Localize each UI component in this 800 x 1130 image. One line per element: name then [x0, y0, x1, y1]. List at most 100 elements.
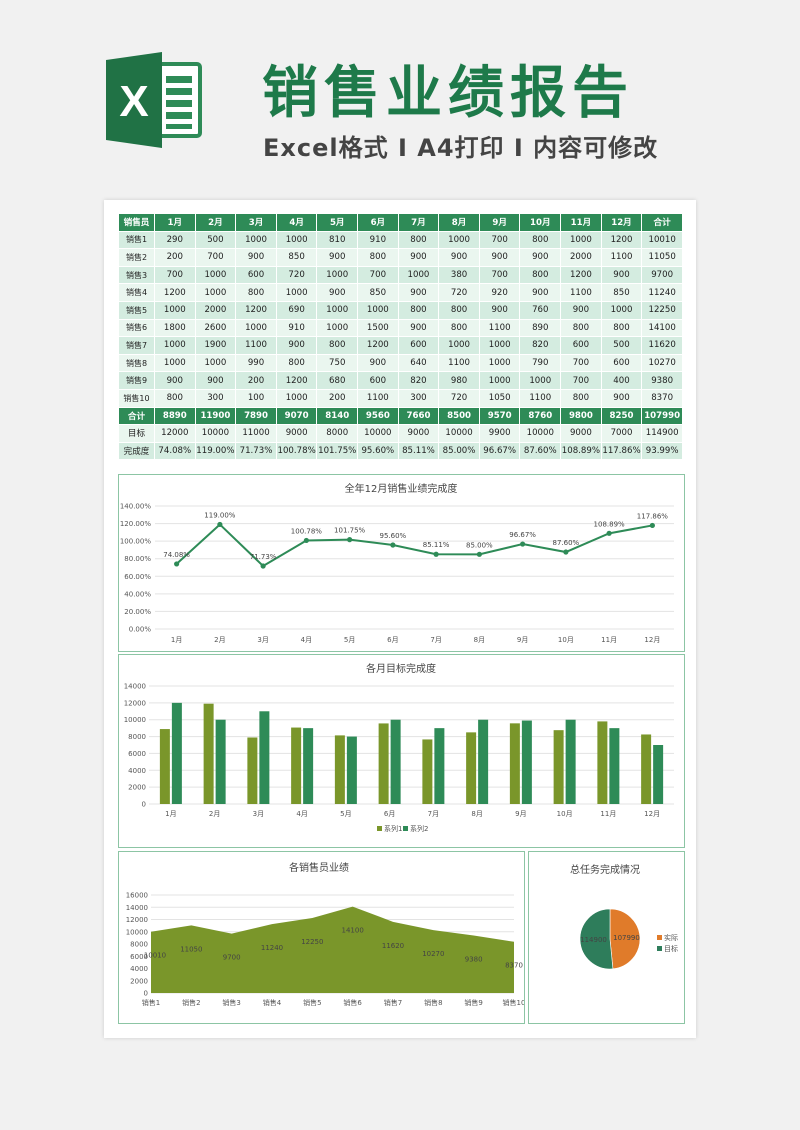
table-cell: 71.73%: [235, 441, 277, 461]
bar: [478, 719, 489, 804]
table-cell: 910: [357, 230, 399, 250]
table-cell: 500: [600, 336, 643, 355]
target-row-label: 目标: [118, 424, 155, 443]
x-tick-label: 2月: [209, 810, 220, 818]
x-tick-label: 7月: [430, 636, 441, 644]
table-cell: 1000: [357, 300, 399, 320]
page-title: 销售业绩报告: [262, 61, 634, 126]
table-cell: 74.08%: [154, 441, 196, 461]
table-cell: 9000: [560, 424, 602, 443]
page-subtitle: Excel格式 I A4打印 I 内容可修改: [263, 134, 659, 162]
column-header: 7月: [397, 213, 440, 232]
salesperson-name: 销售5: [118, 300, 155, 320]
area-chart-panel: 各销售员业绩 0 2000 4000 6000 8000 10000 12000 14000 1…: [118, 851, 525, 1024]
pie-slice: [579, 908, 614, 970]
table-row: 销售1 290 500 1000 1000 810 910 800 1000 700 800 1000…: [118, 230, 683, 250]
y-tick-label: 6000: [130, 953, 148, 961]
table-cell: 600: [357, 371, 399, 390]
table-cell: 85.11%: [397, 441, 440, 461]
table-cell: 10000: [357, 424, 399, 443]
slice-label: 107990: [613, 934, 640, 942]
table-cell: 700: [560, 371, 602, 390]
y-tick-label: 100.00%: [120, 538, 151, 546]
table-cell: 760: [519, 300, 562, 320]
table-cell: 900: [519, 248, 562, 267]
legend-swatch: [657, 946, 662, 951]
table-cell: 900: [438, 248, 480, 267]
x-tick-label: 销售2: [182, 998, 200, 1007]
line-chart-panel: 全年12月销售业绩完成度 0.00% 20.00% 40.00% 60.00% 80.0…: [118, 474, 685, 652]
table-cell: 700: [194, 248, 237, 267]
y-tick-label: 4000: [128, 767, 146, 775]
table-cell: 800: [397, 300, 440, 320]
header: X 销售业绩报告 Excel格式 I A4打印 I 内容可修改: [0, 0, 800, 195]
column-header: 2月: [194, 213, 237, 232]
table-cell: 1000: [154, 300, 196, 320]
bar: [565, 719, 576, 804]
table-cell: 500: [194, 230, 237, 250]
area-chart: 各销售员业绩 0 2000 4000 6000 8000 10000 12000 14000 1…: [126, 861, 524, 1007]
bar: [521, 720, 532, 804]
x-tick-label: 8月: [471, 810, 482, 818]
bar: [159, 729, 170, 804]
table-cell: 820: [519, 336, 562, 355]
table-cell: 9900: [478, 424, 521, 443]
data-label: 96.67%: [509, 531, 536, 539]
bar-chart-title: 各月目标完成度: [366, 662, 436, 675]
table-cell: 1000: [316, 265, 359, 285]
table-cell: 900: [397, 248, 440, 267]
table-cell: 1200: [560, 265, 602, 285]
table-cell: 1100: [478, 318, 521, 338]
series-line: [175, 523, 653, 568]
table-cell: 10000: [438, 424, 480, 443]
total-row: 合计 8890 11900 7890 9070 8140 9560 7660 8500 9570 8…: [118, 406, 683, 426]
table-cell: 7000: [600, 424, 643, 443]
x-tick-label: 销售3: [222, 998, 240, 1007]
table-cell: 1500: [357, 318, 399, 338]
table-cell: 910: [275, 318, 318, 338]
legend-swatch: [377, 826, 382, 831]
bar: [291, 727, 302, 804]
bar: [653, 745, 664, 804]
x-tick-label: 8月: [474, 636, 485, 644]
table-cell: 800: [357, 248, 399, 267]
table-cell: 1200: [154, 283, 196, 302]
data-point: [303, 537, 309, 544]
data-label: 101.75%: [334, 527, 365, 535]
table-cell: 10270: [641, 353, 683, 373]
bar: [390, 719, 401, 804]
table-cell: 850: [600, 283, 643, 302]
excel-logo-icon: X: [106, 52, 202, 148]
salesperson-name: 销售8: [118, 353, 155, 373]
table-cell: 1000: [235, 230, 277, 250]
x-tick-label: 6月: [384, 810, 395, 818]
table-row: 销售9 900 900 200 1200 680 600 820 980 1000 1000 700 4…: [118, 371, 683, 390]
table-cell: 8250: [600, 406, 643, 426]
data-point: [217, 521, 223, 528]
bar: [597, 721, 608, 804]
data-point: [476, 551, 482, 557]
table-row: 销售3 700 1000 600 720 1000 700 1000 380 700 800 1200…: [118, 265, 683, 285]
table-cell: 700: [154, 265, 196, 285]
table-cell: 1000: [438, 230, 480, 250]
table-cell: 680: [316, 371, 359, 390]
table-cell: 95.60%: [357, 441, 399, 461]
data-label: 117.86%: [637, 512, 668, 520]
bar: [422, 739, 433, 804]
table-row: 销售5 1000 2000 1200 690 1000 1000 800 800 900 760 90…: [118, 300, 683, 320]
table-cell: 119.00%: [194, 441, 237, 461]
table-cell: 100: [235, 388, 277, 408]
table-cell: 800: [600, 318, 643, 338]
data-label: 12250: [301, 938, 323, 946]
data-label: 11050: [180, 945, 202, 953]
salesperson-name: 销售10: [118, 388, 155, 408]
table-cell: 1200: [235, 300, 277, 320]
y-tick-label: 140.00%: [120, 503, 151, 511]
table-cell: 1000: [275, 388, 318, 408]
table-row: 销售4 1200 1000 800 1000 900 850 900 720 920 900 1100…: [118, 283, 683, 302]
table-row: 销售6 1800 2600 1000 910 1000 1500 900 800 1100 890 8…: [118, 318, 683, 338]
table-cell: 7660: [397, 406, 440, 426]
table-cell: 1000: [438, 336, 480, 355]
bar: [434, 728, 445, 804]
bar: [641, 734, 652, 804]
